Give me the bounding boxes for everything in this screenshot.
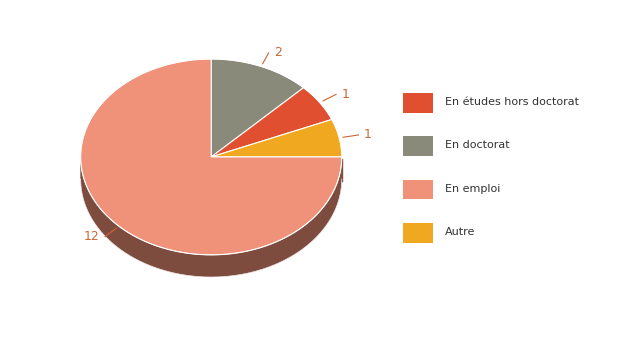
Polygon shape <box>211 59 303 157</box>
FancyBboxPatch shape <box>403 223 433 243</box>
Text: 1: 1 <box>364 129 372 141</box>
Polygon shape <box>211 88 332 157</box>
FancyBboxPatch shape <box>403 180 433 199</box>
Text: 12: 12 <box>84 230 100 243</box>
Polygon shape <box>81 157 342 277</box>
Text: Autre: Autre <box>445 227 475 237</box>
Text: 1: 1 <box>341 88 349 101</box>
Polygon shape <box>81 158 342 277</box>
FancyBboxPatch shape <box>403 136 433 156</box>
FancyBboxPatch shape <box>403 93 433 113</box>
Text: En doctorat: En doctorat <box>445 140 509 150</box>
Text: En emploi: En emploi <box>445 184 500 194</box>
Text: En études hors doctorat: En études hors doctorat <box>445 97 579 107</box>
Polygon shape <box>211 119 342 157</box>
Text: 2: 2 <box>274 46 282 59</box>
Polygon shape <box>81 59 342 255</box>
